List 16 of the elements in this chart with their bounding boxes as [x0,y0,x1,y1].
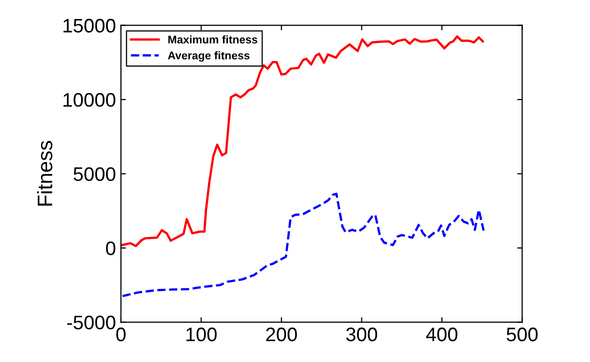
legend-label: Average fitness [168,51,250,62]
line-series [121,35,484,248]
x-tick-label: 200 [266,328,297,342]
x-tick-label: 300 [346,328,378,342]
y-axis-title: Fitness [37,140,52,206]
line-series [121,192,485,298]
y-tick-label: 10000 [64,93,116,107]
y-tick-label: -5000 [67,316,116,330]
x-tick-label: 400 [426,328,458,342]
legend-label: Maximum fitness [168,35,258,44]
x-tick-label: 500 [506,328,538,342]
y-tick-label: 0 [106,241,116,256]
x-tick-label: 100 [186,328,217,342]
y-tick-label: 15000 [64,18,116,33]
x-tick-label: 0 [116,328,126,342]
y-tick-label: 5000 [74,167,116,181]
